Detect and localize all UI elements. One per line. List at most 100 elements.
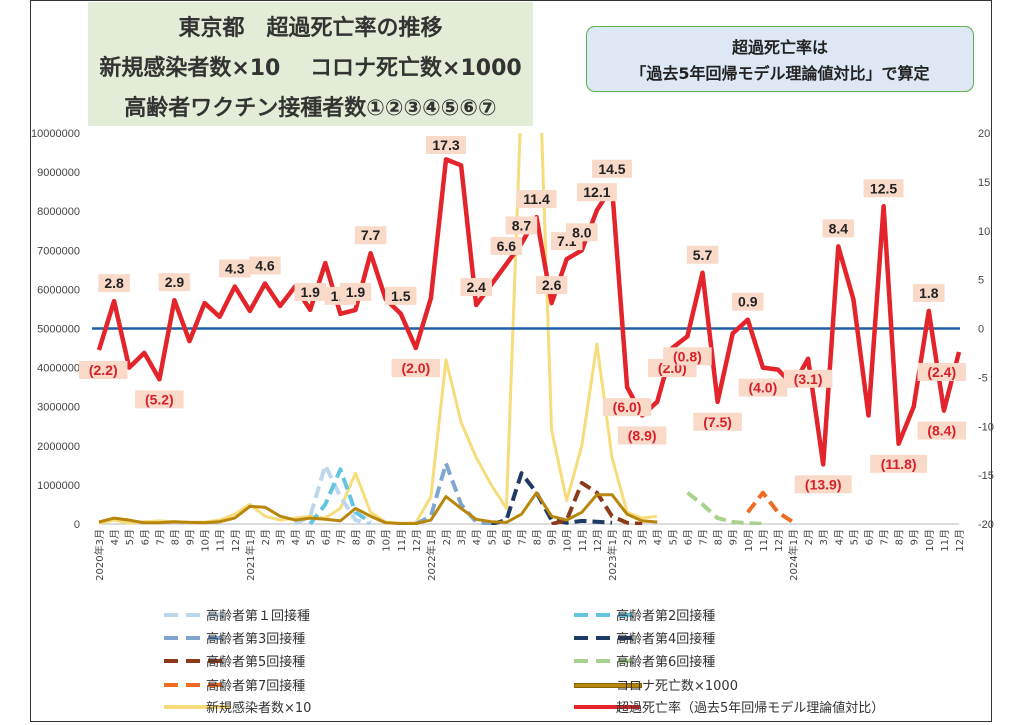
legend-swatch-excess	[574, 705, 640, 709]
data-label-bg	[783, 369, 833, 388]
x-axis-tick-label: 4月	[652, 529, 664, 545]
x-axis-tick-label: 12月	[230, 529, 242, 552]
data-label: 2.4	[466, 279, 486, 295]
right-axis-tick-label: 15	[978, 177, 990, 189]
x-axis-tick-label: 11月	[577, 529, 589, 552]
legend-swatch-dose2	[574, 613, 640, 617]
data-label-bg	[135, 390, 184, 409]
data-label-bg	[98, 274, 130, 293]
left-axis-tick-label: 9000000	[37, 167, 80, 179]
data-label-bg	[566, 223, 598, 242]
data-label-bg	[505, 216, 538, 235]
x-axis-tick-label: 9月	[547, 529, 559, 545]
data-label-bg	[460, 278, 492, 297]
legend-swatch-infected	[164, 705, 230, 709]
left-axis-tick-label: 1000000	[37, 480, 80, 492]
x-axis-tick-label: 11月	[758, 529, 770, 552]
data-label: 8.4	[829, 220, 849, 236]
left-axis-tick-label: 5000000	[37, 324, 80, 336]
data-label: (2.4)	[927, 364, 956, 380]
legend-swatch-dose5	[164, 659, 230, 663]
data-label-bg	[602, 398, 652, 417]
left-axis-tick-label: 2000000	[37, 441, 80, 453]
data-label-bg	[663, 347, 712, 366]
data-label-bg	[917, 362, 966, 381]
chart-title-box: 東京都 超過死亡率の推移 新規感染者数×10 コロナ死亡数×1000 高齢者ワク…	[88, 2, 533, 126]
left-axis-tick-label: 8000000	[37, 206, 80, 218]
method-note: 超過死亡率は 「過去5年回帰モデル理論値対比」で算定	[586, 26, 974, 92]
x-axis-tick-label: 2021年1月	[244, 529, 257, 581]
right-axis-tick-label: -5	[978, 372, 988, 384]
data-label: 11.4	[523, 191, 550, 207]
chart-title-line2: 新規感染者数×10 コロナ死亡数×1000	[99, 56, 522, 81]
data-label: (0.8)	[673, 348, 702, 364]
x-axis-tick-label: 5月	[305, 529, 317, 545]
data-label: (7.5)	[703, 414, 732, 430]
x-axis-tick-label: 4月	[471, 529, 483, 545]
x-axis-tick-label: 3月	[275, 529, 287, 545]
data-label-bg	[913, 283, 945, 302]
x-axis-tick-label: 4月	[833, 529, 845, 545]
data-label-bg	[490, 236, 523, 255]
x-axis-tick-label: 6月	[863, 529, 875, 545]
chart-title-line1: 東京都 超過死亡率の推移	[178, 16, 443, 41]
right-axis-tick-label: 10	[978, 226, 990, 238]
data-label: 8.7	[512, 217, 532, 233]
x-axis-tick-label: 6月	[139, 529, 151, 545]
x-axis-tick-label: 12月	[592, 529, 604, 552]
legend-swatch-dose3	[164, 636, 230, 640]
data-label-bg	[391, 359, 441, 378]
data-label: 0.9	[738, 294, 758, 310]
legend-label-dose1: 高齢者第１回接種	[206, 609, 311, 624]
data-label: 6.6	[497, 238, 517, 254]
x-axis-tick-label: 7月	[698, 529, 710, 545]
data-label-bg	[693, 412, 742, 431]
data-label-bg	[79, 361, 128, 380]
data-label-bg	[535, 276, 568, 295]
data-label: (8.9)	[628, 427, 657, 443]
data-label: (8.4)	[927, 423, 956, 439]
data-label-bg	[576, 183, 617, 202]
x-axis-tick-label: 2月	[622, 529, 634, 545]
x-axis-tick-label: 2月	[441, 529, 453, 545]
legend-label-dose6: 高齢者第6回接種	[616, 655, 716, 670]
data-label: (6.0)	[613, 399, 642, 415]
data-label: 1.9	[346, 284, 366, 300]
data-label: (11.8)	[881, 456, 917, 472]
data-label-bg	[249, 256, 281, 275]
x-axis-tick-label: 8月	[894, 529, 906, 545]
x-axis-tick-label: 2022年1月	[425, 529, 438, 581]
data-label: 4.3	[225, 260, 245, 276]
x-axis-tick-label: 10月	[743, 529, 755, 552]
data-label-bg	[219, 259, 251, 278]
right-axis-tick-label: -15	[978, 470, 994, 482]
legend-label-dose7: 高齢者第7回接種	[206, 679, 306, 694]
x-axis-tick-label: 12月	[773, 529, 785, 552]
x-axis-tick-label: 2020年3月	[93, 529, 106, 581]
right-axis-tick-label: -10	[978, 421, 994, 433]
left-axis-tick-label: 0	[74, 519, 80, 531]
data-label: (2.0)	[401, 360, 430, 376]
series-line-dose1	[294, 463, 372, 525]
left-axis-tick-label: 3000000	[37, 402, 80, 414]
x-axis-tick-label: 3月	[637, 529, 649, 545]
x-axis-tick-label: 7月	[335, 529, 347, 545]
data-label: 8.0	[572, 224, 592, 240]
legend-label-dose4: 高齢者第4回接種	[616, 632, 716, 647]
series-line-deaths	[98, 491, 658, 525]
data-label-bg	[732, 292, 764, 311]
x-axis-tick-label: 10月	[924, 529, 936, 552]
left-axis-tick-label: 4000000	[37, 363, 80, 375]
x-axis-tick-label: 7月	[879, 529, 891, 545]
legend-label-excess: 超過死亡率（過去5年回帰モデル理論値対比）	[616, 701, 885, 716]
x-axis-tick-label: 5月	[124, 529, 136, 545]
x-axis-tick-label: 8月	[350, 529, 362, 545]
right-axis-tick-label: 5	[978, 275, 984, 287]
x-axis-tick-label: 6月	[501, 529, 513, 545]
x-axis-tick-label: 11月	[939, 529, 951, 552]
data-label: 5.7	[693, 247, 713, 263]
data-label: (2.2)	[89, 362, 118, 378]
data-label: 12.5	[870, 180, 897, 196]
series-line-dose5	[551, 480, 643, 525]
